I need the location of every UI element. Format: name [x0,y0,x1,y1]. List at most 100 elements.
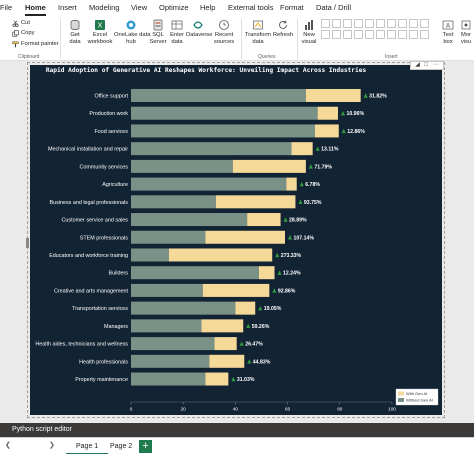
prev-page-arrow-icon[interactable]: ❮ [5,442,11,449]
menu-file[interactable]: File [0,3,13,12]
python-script-editor-bar[interactable]: Python script editor [0,423,474,437]
bar-with-gen-ai[interactable] [305,89,361,102]
bar-without-gen-ai[interactable] [131,159,233,173]
bar-without-gen-ai[interactable] [131,301,236,315]
menu-modeling[interactable]: Modeling [89,3,120,12]
menu-data-drill[interactable]: Data / Drill [316,3,352,12]
menu-external-tools[interactable]: External tools [228,3,274,12]
gallery-key-influencers-icon[interactable] [398,30,407,39]
bar-without-gen-ai[interactable] [131,354,210,368]
onelake-data-hub-button[interactable]: OneLake data hub [114,19,150,45]
gallery-scatter-icon[interactable] [409,19,418,28]
bar-with-gen-ai[interactable] [209,354,245,368]
increase-percent-label: 44.83% [253,359,271,365]
ribbon: Cut Copy Format painter Clipboard Get da… [0,16,474,61]
gallery-r-visual-icon[interactable] [387,30,396,39]
next-page-arrow-icon[interactable]: ❯ [49,442,55,449]
dataverse-button[interactable]: Dataverse [186,19,212,39]
gallery-map-icon[interactable] [321,30,330,39]
increase-percent-label: 273.33% [281,253,302,259]
bar-with-gen-ai[interactable] [201,319,244,333]
gallery-pie-icon[interactable] [420,19,429,28]
bar-with-gen-ai[interactable] [317,106,338,120]
menu-help[interactable]: Help [200,3,216,12]
gallery-stacked-column-icon[interactable] [332,19,341,28]
add-page-button[interactable]: + [139,440,152,453]
menu-view[interactable]: View [131,3,148,12]
bar-with-gen-ai[interactable] [168,248,273,262]
gallery-waterfall-icon[interactable] [398,19,407,28]
gallery-stacked-bar-icon[interactable] [321,19,330,28]
gallery-ribbon-chart-icon[interactable] [387,19,396,28]
resize-handle[interactable] [26,238,29,248]
text-box-button[interactable]: A Text box [440,19,456,45]
gallery-line-chart-icon[interactable] [365,19,374,28]
bar-with-gen-ai[interactable] [205,230,285,244]
bar-without-gen-ai[interactable] [131,372,206,386]
format-painter-button[interactable]: Format painter [12,40,59,48]
bar-without-gen-ai[interactable] [131,266,259,280]
bar-with-gen-ai[interactable] [258,266,275,280]
bar-with-gen-ai[interactable] [202,283,270,297]
get-data-button[interactable]: Get data [64,19,86,45]
bar-with-gen-ai[interactable] [214,337,237,351]
recent-label-2: sources [213,38,235,45]
bar-without-gen-ai[interactable] [131,283,203,297]
bar-with-gen-ai[interactable] [215,195,296,209]
excel-workbook-button[interactable]: X Excel workbook [86,19,114,45]
gallery-decomposition-icon[interactable] [409,30,418,39]
more-options-icon[interactable]: ⋯ [432,62,439,68]
more-visuals-button[interactable]: Mor visu [458,19,474,45]
gallery-more-icon[interactable] [420,30,429,39]
tab-page-2[interactable]: Page 2 [110,443,133,450]
legend-box [395,388,439,406]
menu-optimize[interactable]: Optimize [159,3,189,12]
refresh-icon [279,20,287,29]
bar-with-gen-ai[interactable] [291,142,313,156]
bar-without-gen-ai[interactable] [131,142,292,156]
bar-with-gen-ai[interactable] [315,124,339,138]
menu-insert[interactable]: Insert [58,3,77,12]
filter-icon[interactable]: ◢ [415,62,420,68]
bar-without-gen-ai[interactable] [131,89,306,102]
bar-without-gen-ai[interactable] [131,106,318,120]
bar-with-gen-ai[interactable] [247,213,281,227]
bar-with-gen-ai[interactable] [235,301,256,315]
bar-without-gen-ai[interactable] [131,124,316,138]
bar-without-gen-ai[interactable] [131,177,287,191]
gallery-matrix-icon[interactable] [354,30,363,39]
gallery-card-icon[interactable] [332,30,341,39]
bar-without-gen-ai[interactable] [131,195,216,209]
transform-data-button[interactable]: Transform data [244,19,272,45]
new-visual-button[interactable]: New visual [299,19,319,45]
menu-bar: File Home Insert Modeling View Optimize … [0,0,474,16]
menu-format[interactable]: Format [280,3,304,12]
gallery-area-chart-icon[interactable] [376,19,385,28]
menu-home[interactable]: Home [25,3,46,16]
recent-sources-button[interactable]: Recent sources [210,19,238,45]
bar-without-gen-ai[interactable] [131,337,215,351]
up-arrow-icon [315,146,320,151]
python-visual-chart[interactable]: Rapid Adoption of Generative AI Reshapes… [30,65,442,415]
refresh-button[interactable]: Refresh [272,19,294,39]
visual-gallery[interactable] [321,19,443,51]
cut-button[interactable]: Cut [12,19,30,27]
increase-percent-label: 12.86% [347,129,365,135]
bar-without-gen-ai[interactable] [131,248,169,262]
copy-button[interactable]: Copy [12,29,35,37]
gallery-clustered-bar-icon[interactable] [343,19,352,28]
bar-without-gen-ai[interactable] [131,213,248,227]
chart-title: Rapid Adoption of Generative AI Reshapes… [46,66,367,74]
enter-data-button[interactable]: Enter data [168,19,186,45]
bar-with-gen-ai[interactable] [232,159,306,173]
sql-server-button[interactable]: SQL Server [148,19,168,45]
bar-with-gen-ai[interactable] [286,177,297,191]
focus-mode-icon[interactable]: □ [424,62,429,68]
gallery-python-visual-icon[interactable] [376,30,385,39]
gallery-table-icon[interactable] [343,30,352,39]
bar-without-gen-ai[interactable] [131,319,202,333]
gallery-gauge-icon[interactable] [365,30,374,39]
bar-without-gen-ai[interactable] [131,230,206,244]
bar-with-gen-ai[interactable] [205,372,229,386]
gallery-clustered-column-icon[interactable] [354,19,363,28]
